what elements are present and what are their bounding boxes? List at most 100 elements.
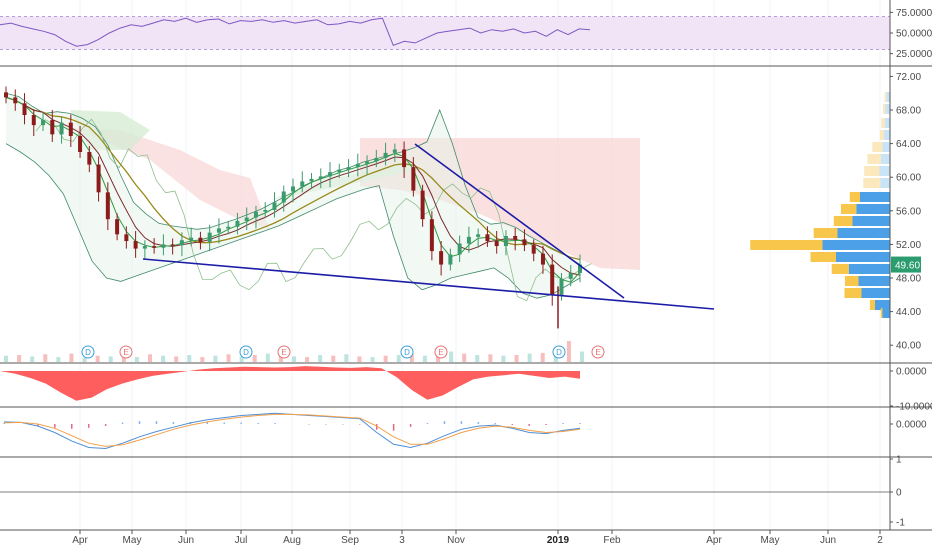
volume-profile-bar — [872, 142, 883, 152]
rsi-pane[interactable] — [0, 16, 890, 50]
candle[interactable] — [337, 169, 342, 173]
candle[interactable] — [216, 228, 221, 233]
candle[interactable] — [96, 164, 101, 193]
descending-trendline[interactable] — [414, 143, 625, 299]
candle[interactable] — [365, 161, 370, 164]
candle[interactable] — [31, 115, 36, 126]
candle[interactable] — [503, 236, 508, 247]
volume-bar — [56, 357, 61, 362]
candle[interactable] — [13, 97, 18, 104]
event-marker-earnings[interactable]: E — [591, 345, 605, 359]
candle[interactable] — [281, 191, 286, 203]
event-marker-dividend[interactable]: D — [81, 345, 95, 359]
candle[interactable] — [272, 202, 277, 210]
candle[interactable] — [291, 186, 295, 192]
candle[interactable] — [476, 234, 481, 237]
time-axis[interactable]: Apr May Jun Jul Aug Sep 3 Nov 2019 Feb Apr May Jun 2 — [72, 530, 883, 546]
volume-bar — [514, 355, 519, 362]
candle[interactable] — [235, 220, 240, 227]
candle[interactable] — [189, 237, 194, 241]
volume-bar — [409, 354, 414, 362]
oscillator-pane[interactable] — [0, 366, 580, 401]
candle[interactable] — [41, 120, 46, 126]
candle[interactable] — [87, 152, 92, 165]
candle[interactable] — [578, 264, 582, 273]
last-price-tag[interactable] — [891, 256, 921, 273]
macd-pane[interactable] — [3, 412, 581, 450]
volume-profile-bar — [810, 252, 836, 262]
event-marker-dividend[interactable]: D — [400, 345, 414, 359]
volume-profile-bar — [856, 204, 890, 214]
rsi-line[interactable] — [0, 17, 591, 47]
candle[interactable] — [105, 192, 110, 220]
candle[interactable] — [263, 209, 268, 212]
event-marker-earnings[interactable]: E — [277, 345, 291, 359]
candle[interactable] — [226, 226, 231, 229]
candle[interactable] — [392, 149, 397, 153]
candle[interactable] — [374, 157, 379, 162]
candle[interactable] — [494, 241, 499, 247]
volume-profile-bar — [885, 104, 890, 114]
candle[interactable] — [22, 103, 27, 116]
candle[interactable] — [4, 92, 8, 98]
price-pane[interactable] — [4, 86, 890, 329]
candle[interactable] — [439, 251, 444, 265]
candle[interactable] — [355, 163, 360, 168]
event-marker-earnings[interactable]: E — [434, 345, 448, 359]
candle[interactable] — [328, 172, 333, 177]
rsi-axis-label: 50.0000 — [896, 29, 932, 40]
candle[interactable] — [420, 190, 425, 220]
candle[interactable] — [78, 136, 83, 152]
candle[interactable] — [540, 253, 545, 265]
candle[interactable] — [429, 219, 434, 252]
candle[interactable] — [207, 232, 212, 242]
candle[interactable] — [170, 244, 175, 246]
candle[interactable] — [50, 120, 55, 135]
event-marker-circle — [400, 345, 414, 359]
bollinger-lower — [5, 143, 581, 299]
candle[interactable] — [318, 176, 323, 179]
candle[interactable] — [402, 149, 407, 168]
candle[interactable] — [142, 246, 147, 249]
support-trendline[interactable] — [142, 258, 715, 310]
candle[interactable] — [198, 237, 203, 242]
candle[interactable] — [383, 152, 388, 158]
candle[interactable] — [124, 234, 129, 242]
candle[interactable] — [309, 178, 314, 182]
event-marker-dividend[interactable]: D — [239, 345, 253, 359]
candle[interactable] — [559, 278, 564, 295]
candle[interactable] — [457, 243, 462, 255]
candle[interactable] — [513, 236, 518, 240]
oscillator-area[interactable] — [0, 366, 580, 401]
candle[interactable] — [346, 167, 351, 170]
signal-line[interactable] — [3, 413, 581, 447]
volume-profile-bar — [881, 154, 890, 164]
event-marker-earnings[interactable]: E — [119, 345, 133, 359]
candle[interactable] — [485, 234, 490, 242]
price-axis[interactable]: 75.0000 50.0000 25.0000 72.00 68.00 64.00 60.0… — [890, 8, 932, 529]
candle[interactable] — [161, 244, 166, 248]
candle[interactable] — [300, 181, 305, 187]
volume-bar — [318, 355, 323, 362]
candle[interactable] — [244, 217, 249, 221]
candle[interactable] — [411, 167, 416, 191]
candle[interactable] — [115, 219, 120, 235]
oscillator-axis-label: -10.0000 — [896, 402, 932, 413]
volume-profile-bar — [750, 240, 823, 250]
candle[interactable] — [448, 254, 453, 265]
candle[interactable] — [152, 246, 157, 248]
candle[interactable] — [568, 272, 573, 279]
candle[interactable] — [253, 211, 258, 218]
candle[interactable] — [179, 240, 184, 246]
candle[interactable] — [68, 122, 73, 137]
candle[interactable] — [133, 241, 138, 249]
candle[interactable] — [59, 122, 64, 135]
candle[interactable] — [531, 245, 536, 254]
event-marker-dividend[interactable]: D — [552, 345, 566, 359]
volume-bar — [553, 354, 558, 362]
time-axis-label: Feb — [603, 535, 621, 546]
candle[interactable] — [550, 264, 555, 295]
candle[interactable] — [522, 239, 527, 246]
candle[interactable] — [466, 236, 471, 244]
